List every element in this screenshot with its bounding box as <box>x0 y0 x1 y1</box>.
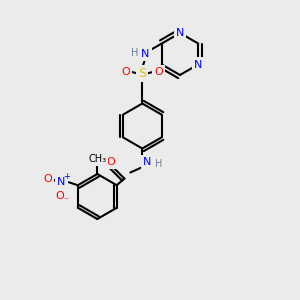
Text: H: H <box>131 47 139 58</box>
Text: N: N <box>194 59 202 70</box>
Text: H: H <box>155 158 163 169</box>
Text: O: O <box>106 157 115 167</box>
Text: O: O <box>154 67 163 77</box>
Text: N: N <box>141 49 149 59</box>
Text: S: S <box>138 67 146 80</box>
Text: ⁻: ⁻ <box>63 196 68 206</box>
Text: N: N <box>57 177 65 187</box>
Text: O: O <box>122 67 130 77</box>
Text: N: N <box>176 28 184 38</box>
Text: O: O <box>44 174 52 184</box>
Text: CH₃: CH₃ <box>88 154 106 164</box>
Text: +: + <box>63 172 70 181</box>
Text: O: O <box>56 191 64 201</box>
Text: N: N <box>142 157 151 167</box>
